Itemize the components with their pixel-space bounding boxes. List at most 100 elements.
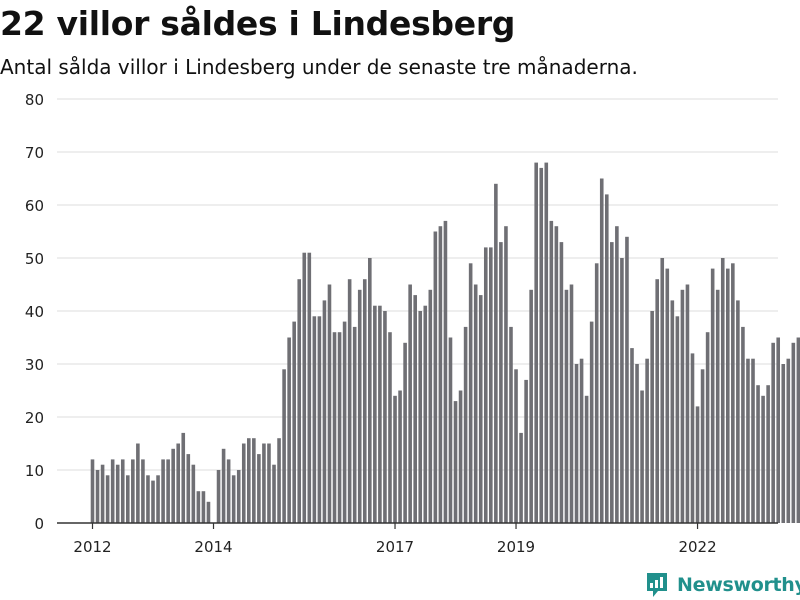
bar [625,236,629,524]
bar [383,311,387,523]
bar [736,300,740,523]
bar [483,247,488,523]
bar [559,242,564,523]
bar [181,432,186,523]
bar [156,475,160,523]
bar [700,369,705,523]
bar [690,353,695,523]
bar [161,459,165,523]
bar [347,279,352,523]
bar [413,295,417,523]
bar [705,332,710,523]
bar [478,295,483,523]
bar [670,300,675,523]
bar [332,332,337,523]
bar [766,385,770,523]
bar [725,268,730,523]
bar [418,311,423,523]
bar [252,438,256,523]
bar [433,231,438,523]
bar [257,454,261,523]
bar [534,162,538,523]
bar [771,342,775,523]
bar [645,358,649,523]
bar [499,242,503,523]
bar [615,226,619,523]
bar [423,305,428,523]
bar [282,369,286,523]
bar [594,263,599,523]
bar [362,279,367,523]
bar [781,364,786,523]
y-tick-label: 20 [25,409,44,427]
bar [509,326,513,523]
bar [791,342,796,523]
bar [408,284,412,523]
bar [403,342,407,523]
bar [554,226,559,523]
bar [776,337,781,523]
bar [287,337,291,523]
bar [473,284,478,523]
bar [680,289,685,523]
chart-title: 22 villor såldes i Lindesberg [0,4,516,43]
x-tick-label: 2012 [73,538,111,556]
bar [428,289,433,523]
bar [247,438,251,523]
bar [196,491,201,523]
bar [796,337,800,523]
bar [539,167,544,523]
bar [322,300,327,523]
bar [589,321,594,523]
y-tick-label: 40 [25,303,44,321]
bar [695,406,700,523]
bar [569,284,574,523]
bar [105,475,110,523]
bar [342,321,347,523]
bar [272,464,276,523]
bar [630,348,634,523]
bar [277,438,281,523]
y-tick-label: 30 [25,356,44,374]
bar [761,395,765,523]
bar [685,284,690,523]
bar [221,448,226,523]
bar [610,242,614,523]
bar [731,263,735,523]
bar [236,470,241,523]
bar [110,459,115,523]
bar [448,337,453,523]
brand-logo[interactable]: Newsworthy [645,570,800,600]
bar [494,183,498,524]
y-tick-label: 80 [25,91,44,109]
bar [267,443,271,523]
y-tick-label: 70 [25,144,44,162]
bar [100,464,105,523]
bar [191,464,196,523]
bar [166,459,170,523]
x-tick-label: 2014 [194,538,232,556]
bar [524,379,528,523]
bar [262,443,266,523]
bar [352,326,357,523]
bar [120,459,125,523]
bar [746,358,750,523]
bar [544,162,549,523]
bar [95,470,100,523]
bar [599,178,604,523]
bar [635,364,639,523]
y-tick-label: 10 [25,462,44,480]
x-tick-label: 2017 [376,538,414,556]
bar [574,364,579,523]
bar [655,279,660,523]
bar [151,480,155,523]
bar [443,220,448,523]
bar [216,470,221,523]
bar [504,226,508,523]
bar [176,443,181,523]
bar [171,448,175,523]
bar [292,321,296,523]
bar [373,305,377,523]
bar [741,326,745,523]
